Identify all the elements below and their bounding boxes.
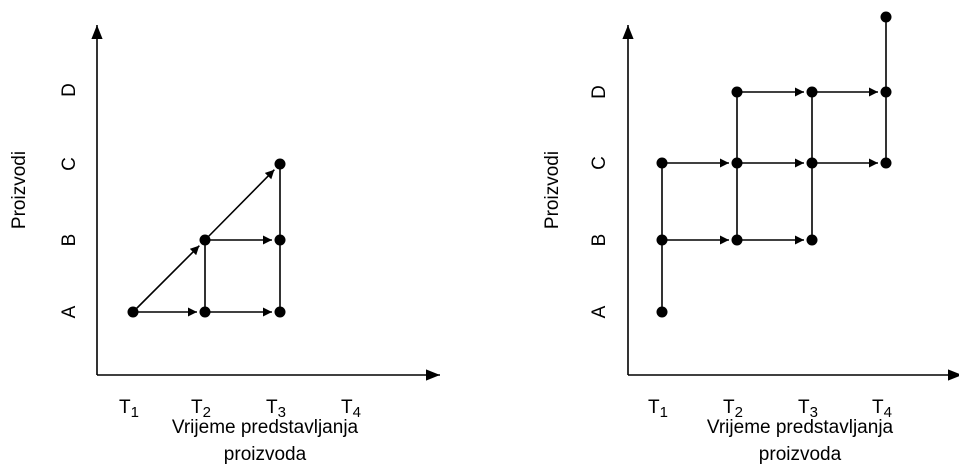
node (731, 157, 743, 169)
node (127, 306, 139, 318)
node (880, 86, 892, 98)
x-tick-label: T3 (266, 397, 286, 421)
x-tick-main: T (723, 397, 735, 418)
node (274, 234, 286, 246)
node (806, 157, 818, 169)
x-axis-title: Vrijeme predstavljanja (172, 417, 359, 438)
node (731, 86, 743, 98)
y-tick-label: D (59, 83, 80, 97)
y-tick-label: D (589, 85, 610, 99)
x-tick-label: T4 (341, 397, 361, 421)
y-tick-label: C (59, 157, 80, 171)
node (656, 306, 668, 318)
x-tick-main: T (119, 397, 131, 418)
x-tick-sub: 2 (735, 404, 743, 421)
x-tick-main: T (648, 397, 660, 418)
x-tick-label: T3 (798, 397, 818, 421)
node (274, 306, 286, 318)
x-tick-sub: 3 (810, 404, 818, 421)
y-tick-label: C (589, 156, 610, 170)
x-tick-sub: 4 (353, 404, 361, 421)
x-tick-sub: 1 (131, 404, 139, 421)
x-tick-label: T1 (119, 397, 139, 421)
node (656, 157, 668, 169)
x-tick-main: T (341, 397, 353, 418)
node (274, 158, 286, 170)
arrow (204, 169, 275, 241)
x-tick-sub: 3 (278, 404, 286, 421)
arrow (132, 245, 200, 313)
y-tick-label: B (59, 234, 80, 247)
x-tick-sub: 2 (203, 404, 211, 421)
node (806, 234, 818, 246)
node (880, 157, 892, 169)
x-tick-label: T2 (723, 397, 743, 421)
y-tick-label: A (59, 305, 80, 318)
x-tick-main: T (872, 397, 884, 418)
node (199, 234, 211, 246)
x-tick-main: T (798, 397, 810, 418)
x-tick-label: T4 (872, 397, 892, 421)
node (656, 234, 668, 246)
y-axis-title: Proizvodi (542, 151, 563, 229)
x-tick-sub: 1 (660, 404, 668, 421)
y-tick-label: A (589, 305, 610, 318)
x-axis-title: Vrijeme predstavljanja (707, 417, 894, 438)
x-tick-label: T2 (191, 397, 211, 421)
node (806, 86, 818, 98)
node (199, 306, 211, 318)
x-tick-main: T (191, 397, 203, 418)
x-tick-sub: 4 (884, 404, 892, 421)
y-axis-title: Proizvodi (9, 151, 30, 229)
node (731, 234, 743, 246)
x-tick-label: T1 (648, 397, 668, 421)
x-axis-title: proizvoda (759, 444, 842, 465)
node (880, 11, 892, 23)
y-tick-label: B (589, 234, 610, 247)
x-tick-main: T (266, 397, 278, 418)
x-axis-title: proizvoda (224, 444, 307, 465)
